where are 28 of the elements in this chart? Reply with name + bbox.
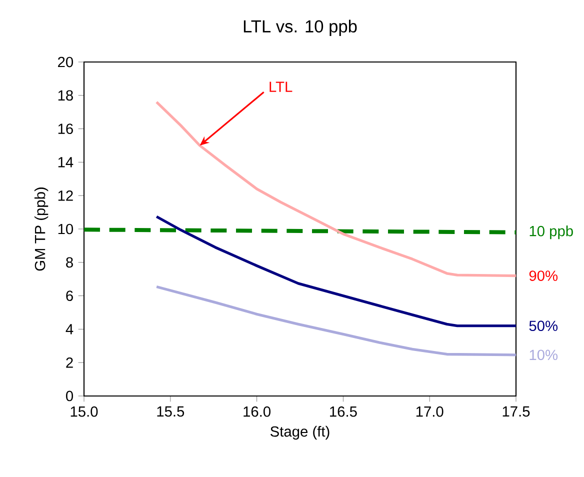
- series-label: 50%: [529, 320, 558, 332]
- series-label: 10 ppb: [530, 226, 573, 240]
- x-tick-label: 16.5: [330, 406, 357, 417]
- series-label: 10%: [530, 350, 558, 360]
- line-series: [155, 100, 518, 278]
- y-tick-label: 4: [66, 324, 74, 334]
- y-tick-label: 12: [58, 190, 73, 201]
- y-axis-title: GM TP (ppb): [34, 188, 48, 271]
- line-series: [155, 215, 518, 328]
- annotation: LTL: [270, 82, 292, 92]
- y-tick-label: 6: [66, 290, 73, 301]
- y-tick-label: 16: [58, 124, 73, 134]
- x-tick-label: 17.0: [416, 406, 444, 417]
- y-tick-label: 14: [58, 157, 74, 168]
- y-tick-label: 18: [58, 90, 73, 101]
- y-tick-label: 2: [66, 357, 73, 368]
- y-tick-label: 10: [58, 224, 74, 234]
- x-axis-title: Stage (ft): [270, 426, 330, 440]
- line-series: [155, 285, 518, 356]
- x-tick-label: 15.5: [157, 406, 184, 417]
- y-tick-label: 0: [66, 390, 74, 402]
- x-tick-label: 17.5: [502, 406, 530, 417]
- x-tick-label: 16.0: [244, 406, 270, 417]
- series-label: 90%: [529, 270, 558, 281]
- chart-title: LTL vs. 10 ppb: [244, 20, 357, 36]
- y-tick-label: 8: [66, 257, 73, 268]
- x-tick-label: 15.0: [70, 406, 98, 417]
- y-tick-label: 20: [58, 56, 74, 68]
